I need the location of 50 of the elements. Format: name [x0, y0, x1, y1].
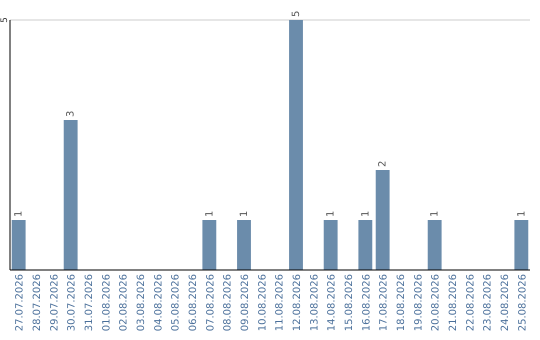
data-label: 1: [204, 210, 216, 217]
x-tick-label: 27.07.2026: [14, 274, 26, 332]
x-tick-label: 03.08.2026: [136, 274, 147, 332]
x-tick-label: 28.07.2026: [32, 274, 43, 332]
bar: [324, 220, 338, 270]
bar: [376, 170, 390, 270]
x-tick-label: 01.08.2026: [101, 274, 112, 332]
x-tick-label: 02.08.2026: [118, 274, 130, 332]
x-tick-label: 10.08.2026: [257, 274, 268, 332]
x-tick-label: 24.08.2026: [500, 274, 511, 332]
x-tick-label: 13.08.2026: [309, 274, 320, 332]
data-label: 2: [378, 160, 389, 167]
x-tick-label: 22.08.2026: [465, 274, 476, 332]
x-tick-label: 15.08.2026: [344, 274, 355, 332]
x-tick-label: 29.07.2026: [49, 274, 60, 332]
bar: [514, 220, 528, 270]
data-label: 1: [239, 210, 250, 217]
data-label: 5: [291, 10, 302, 17]
x-tick-label: 25.08.2026: [517, 274, 528, 332]
data-label: 1: [326, 210, 337, 217]
x-tick-label: 23.08.2026: [482, 274, 494, 332]
bar: [64, 120, 78, 270]
bar: [237, 220, 251, 270]
bar: [428, 220, 442, 270]
x-tick-label: 14.08.2026: [326, 274, 338, 332]
bar: [358, 220, 372, 270]
x-tick-label: 08.08.2026: [222, 274, 234, 332]
x-tick-label: 04.08.2026: [153, 274, 164, 332]
data-label: 1: [430, 210, 441, 217]
x-tick-label: 09.08.2026: [240, 274, 251, 332]
x-tick-label: 16.08.2026: [361, 274, 372, 332]
data-label: 1: [14, 210, 25, 217]
x-tick-label: 05.08.2026: [170, 274, 182, 332]
x-tick-label: 20.08.2026: [430, 274, 442, 332]
bar: [202, 220, 216, 270]
x-tick-label: 30.07.2026: [66, 274, 78, 332]
x-tick-label: 21.08.2026: [448, 274, 459, 332]
x-tick-label: 31.07.2026: [84, 274, 95, 332]
data-label: 1: [360, 210, 372, 217]
x-tick-label: 18.08.2026: [396, 274, 407, 332]
x-tick-label: 19.08.2026: [413, 274, 424, 332]
x-tick-label: 17.08.2026: [378, 274, 390, 332]
x-tick-label: 07.08.2026: [205, 274, 216, 332]
x-tick-label: 12.08.2026: [292, 274, 303, 332]
x-tick-label: 06.08.2026: [188, 274, 199, 332]
x-tick-label: 11.08.2026: [274, 274, 286, 332]
bar: [289, 20, 303, 270]
bar: [12, 220, 26, 270]
data-label: 1: [516, 210, 528, 217]
data-label: 3: [66, 110, 77, 117]
